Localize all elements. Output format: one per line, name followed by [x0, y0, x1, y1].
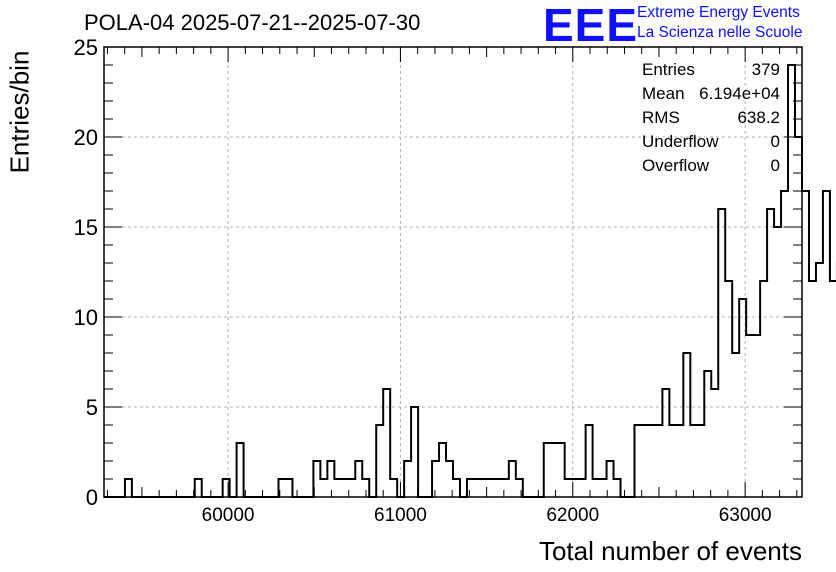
y-tick-label: 20 [74, 125, 98, 150]
tick-labels: 60000 61000 62000 63000 0 5 10 15 20 25 [74, 35, 772, 526]
stats-key: Overflow [642, 156, 710, 175]
brand-line-1: Extreme Energy Events [637, 4, 800, 21]
y-tick-label: 5 [86, 395, 98, 420]
grid-lines [104, 46, 802, 497]
x-axis-label: Total number of events [538, 536, 802, 566]
y-tick-label: 10 [74, 305, 98, 330]
stats-key: RMS [642, 108, 680, 127]
x-tick-label: 61000 [374, 505, 427, 526]
stats-key: Entries [642, 60, 695, 79]
brand-line-2: La Scienza nelle Scuole [637, 24, 803, 41]
eee-logo: EEE [543, 0, 639, 51]
stats-value: 379 [751, 60, 780, 79]
stats-row-mean: Mean 6.194e+04 [642, 84, 780, 108]
brand-text: Extreme Energy Events La Scienza nelle S… [637, 3, 802, 43]
stats-row-entries: Entries 379 [642, 60, 780, 84]
stats-value: 0 [770, 156, 780, 175]
stats-value: 6.194e+04 [699, 84, 780, 103]
y-axis-label: Entries/bin [4, 50, 35, 174]
stats-key: Underflow [642, 132, 719, 151]
stats-box: Entries 379 Mean 6.194e+04 RMS 638.2 Und… [642, 60, 780, 180]
stats-row-overflow: Overflow 0 [642, 156, 780, 180]
x-tick-label: 60000 [202, 505, 255, 526]
y-tick-label: 25 [74, 35, 98, 60]
stats-row-underflow: Underflow 0 [642, 132, 780, 156]
stats-value: 0 [770, 132, 780, 151]
plot-frame [103, 46, 803, 498]
x-tick-label: 62000 [546, 505, 599, 526]
y-tick-label: 0 [86, 485, 98, 510]
stats-row-rms: RMS 638.2 [642, 108, 780, 132]
y-tick-label: 15 [74, 215, 98, 240]
stats-value: 638.2 [737, 108, 780, 127]
histogram-outline [104, 64, 836, 498]
stats-key: Mean [642, 84, 685, 103]
chart-title: POLA-04 2025-07-21--2025-07-30 [84, 10, 421, 35]
axis-ticks [104, 46, 802, 498]
x-tick-label: 63000 [719, 505, 772, 526]
